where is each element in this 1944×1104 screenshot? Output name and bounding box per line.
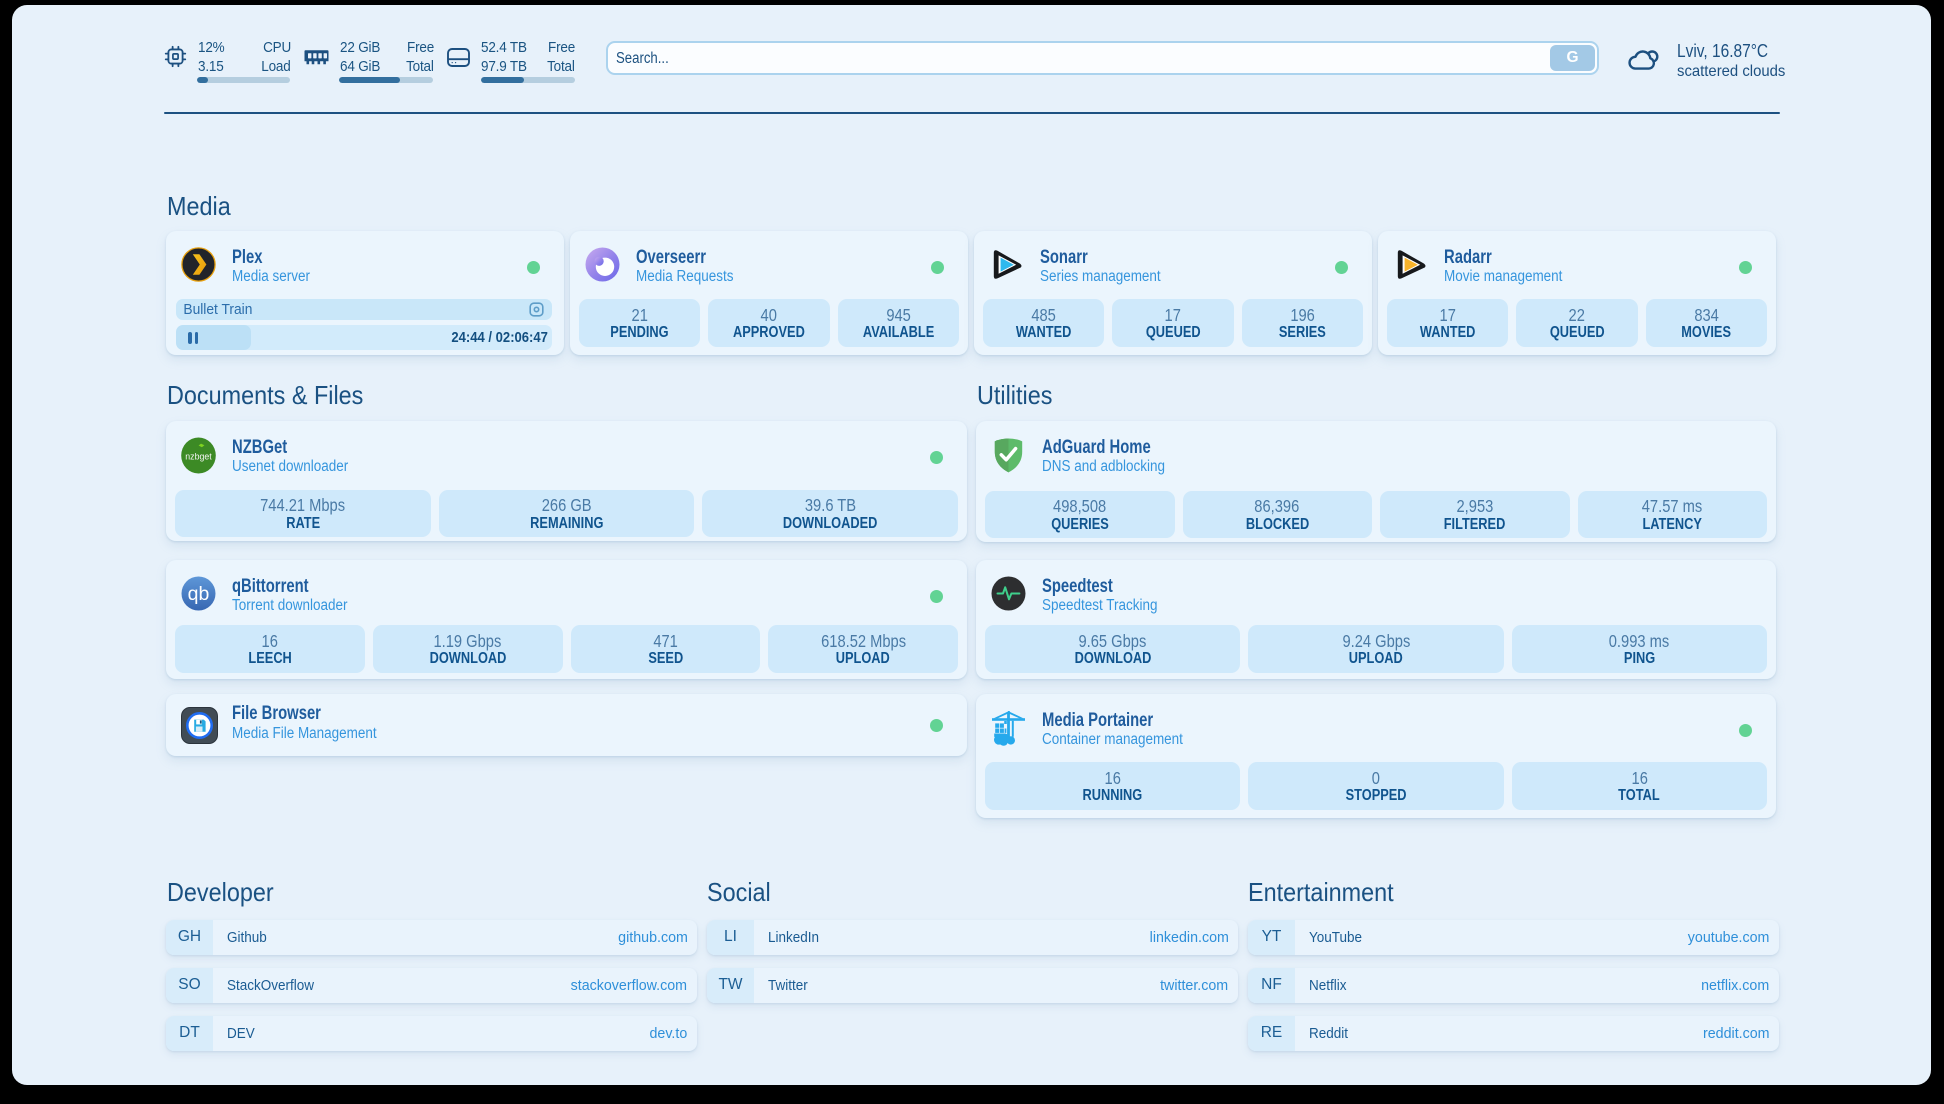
svg-text:nzbget: nzbget	[185, 452, 212, 462]
svg-text:qb: qb	[188, 583, 210, 605]
